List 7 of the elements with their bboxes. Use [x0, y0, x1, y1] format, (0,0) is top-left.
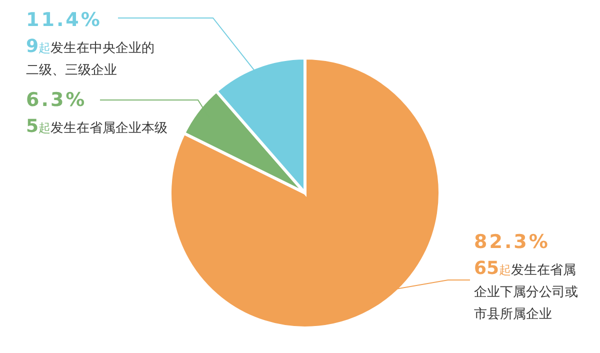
- slice-label: 5起发生在省属企业本级: [26, 116, 168, 137]
- slice-label: 65起发生在省属企业下属分公司或市县所属企业: [474, 258, 578, 322]
- data-label: 82.3%: [474, 231, 550, 253]
- data-label: 11.4%: [26, 9, 102, 31]
- pie-slice: [168, 56, 442, 330]
- slice-label: 9起发生在中央企业的二级、三级企业: [26, 36, 155, 78]
- data-label: 6.3%: [26, 89, 87, 111]
